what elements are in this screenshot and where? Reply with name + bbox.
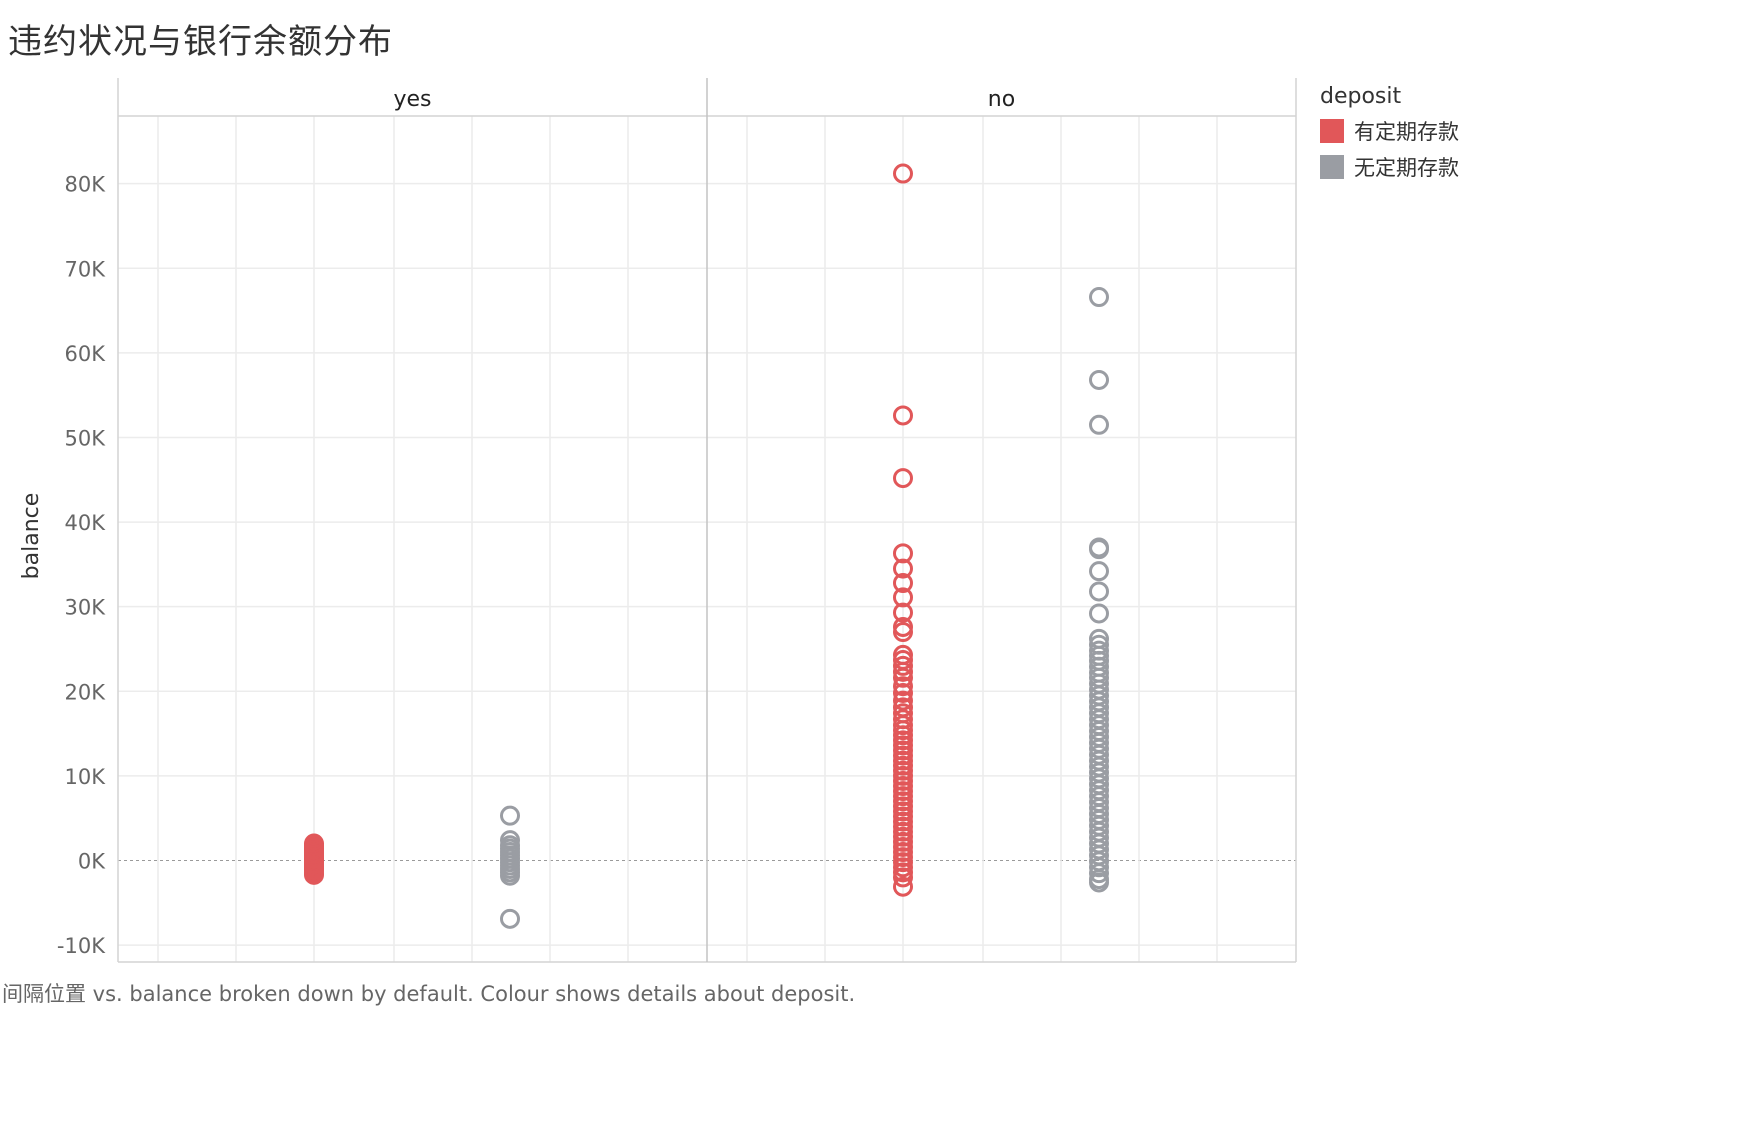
data-point: [893, 676, 913, 697]
y-axis-ticks: -10K 0K 10K 20K 30K 40K 50K 60K 70K 80K: [57, 173, 106, 958]
legend-label: 无定期存款: [1354, 156, 1459, 180]
data-point: [500, 908, 520, 929]
data-point: [893, 602, 913, 623]
legend-swatch-has-deposit: [1320, 119, 1344, 143]
data-point: [1089, 539, 1109, 560]
data-point: [1089, 561, 1109, 582]
data-point: [500, 865, 520, 886]
legend-item-no-deposit[interactable]: 无定期存款: [1320, 149, 1459, 185]
data-point: [500, 805, 520, 826]
legend-item-has-deposit[interactable]: 有定期存款: [1320, 113, 1459, 149]
data-point: [893, 572, 913, 593]
y-tick-label: 10K: [65, 765, 107, 789]
chart-title: 违约状况与银行余额分布: [8, 22, 393, 62]
data-point: [893, 682, 913, 703]
data-point: [893, 468, 913, 489]
data-point: [893, 667, 913, 688]
data-point: [893, 655, 913, 676]
panel-header-no: no: [988, 87, 1015, 112]
data-point: [1089, 414, 1109, 435]
data-points: [304, 163, 1109, 929]
data-point: [893, 876, 913, 897]
data-point: [1089, 872, 1109, 893]
legend-swatch-no-deposit: [1320, 155, 1344, 179]
y-tick-label: 70K: [65, 257, 107, 281]
y-tick-label: 40K: [65, 511, 107, 535]
data-point: [893, 558, 913, 579]
panel-headers: yes no: [393, 87, 1015, 112]
footer-caption: 间隔位置 vs. balance broken down by default.…: [2, 982, 856, 1006]
panel-header-yes: yes: [393, 87, 431, 112]
data-point: [893, 867, 913, 888]
data-point: [1089, 581, 1109, 602]
data-point: [893, 690, 913, 711]
data-point: [893, 661, 913, 682]
legend: deposit 有定期存款 无定期存款: [1320, 84, 1459, 185]
data-point: [893, 405, 913, 426]
y-tick-label: 30K: [65, 596, 107, 620]
data-point: [893, 543, 913, 564]
y-axis-label: balance: [19, 493, 44, 580]
frame-layer: [117, 78, 1297, 963]
legend-title: deposit: [1320, 84, 1402, 109]
data-point: [1089, 287, 1109, 308]
data-point: [1089, 603, 1109, 624]
data-point: [893, 163, 913, 184]
y-tick-label: 50K: [65, 426, 107, 450]
y-tick-label: 80K: [65, 173, 107, 197]
data-point: [1089, 857, 1109, 878]
data-point: [893, 622, 913, 643]
data-point: [304, 864, 324, 885]
y-tick-label: 20K: [65, 680, 107, 704]
data-point: [893, 587, 913, 608]
data-point: [1089, 369, 1109, 390]
y-tick-label: 0K: [78, 849, 106, 873]
legend-label: 有定期存款: [1354, 120, 1459, 144]
data-point: [1089, 863, 1109, 884]
y-tick-label: 60K: [65, 342, 107, 366]
y-tick-label: -10K: [57, 934, 106, 958]
